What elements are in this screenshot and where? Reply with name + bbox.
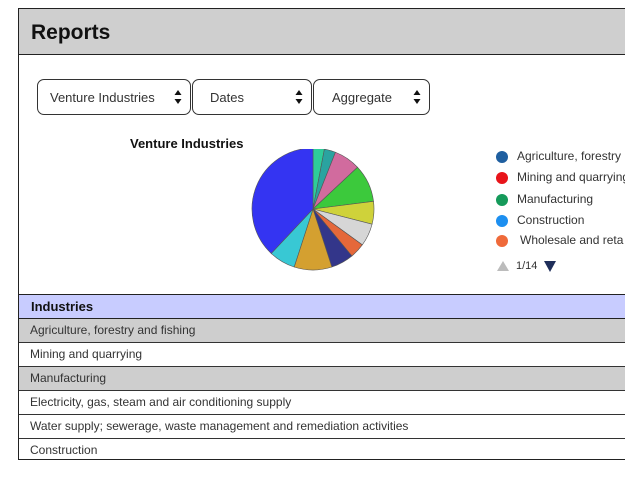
pie-chart	[251, 149, 375, 271]
dates-select-value: Dates	[210, 90, 244, 105]
pie-slice-10[interactable]	[251, 149, 314, 254]
reports-panel: Reports Venture Industries Dates Aggrega…	[18, 8, 625, 460]
company-select[interactable]: Venture Industries	[37, 79, 191, 115]
legend-label: Agriculture, forestry	[517, 149, 622, 163]
aggregate-select-value: Aggregate	[332, 90, 392, 105]
legend-swatch	[496, 194, 508, 206]
legend-label: Mining and quarrying	[517, 170, 625, 184]
table-row[interactable]: Agriculture, forestry and fishing	[19, 319, 625, 343]
legend-swatch	[496, 151, 508, 163]
legend-page-indicator: 1/14	[516, 260, 538, 272]
aggregate-select[interactable]: Aggregate	[313, 79, 430, 115]
page-up-icon[interactable]	[497, 261, 509, 271]
table-row[interactable]: Manufacturing	[19, 367, 625, 391]
reports-header: Reports	[19, 9, 625, 55]
table-row[interactable]: Electricity, gas, steam and air conditio…	[19, 391, 625, 415]
legend-swatch	[496, 235, 508, 247]
legend-swatch	[496, 215, 508, 227]
legend-label: Construction	[517, 213, 585, 227]
table-row[interactable]: Water supply; sewerage, waste management…	[19, 415, 625, 439]
legend-label: Wholesale and reta	[520, 233, 624, 247]
sort-arrows-icon	[174, 90, 182, 104]
chart-title: Venture Industries	[130, 136, 244, 151]
table-header: Industries	[19, 294, 625, 319]
page-down-icon[interactable]	[544, 261, 556, 272]
sort-arrows-icon	[413, 90, 421, 104]
legend-label: Manufacturing	[517, 192, 594, 206]
company-select-value: Venture Industries	[50, 90, 155, 105]
table-row[interactable]: Mining and quarrying	[19, 343, 625, 367]
table-row[interactable]: Construction	[30, 443, 98, 457]
legend-swatch	[496, 172, 508, 184]
dates-select[interactable]: Dates	[192, 79, 312, 115]
industries-table: Industries Agriculture, forestry and fis…	[19, 294, 625, 459]
sort-arrows-icon	[295, 90, 303, 104]
page-title: Reports	[31, 21, 111, 44]
